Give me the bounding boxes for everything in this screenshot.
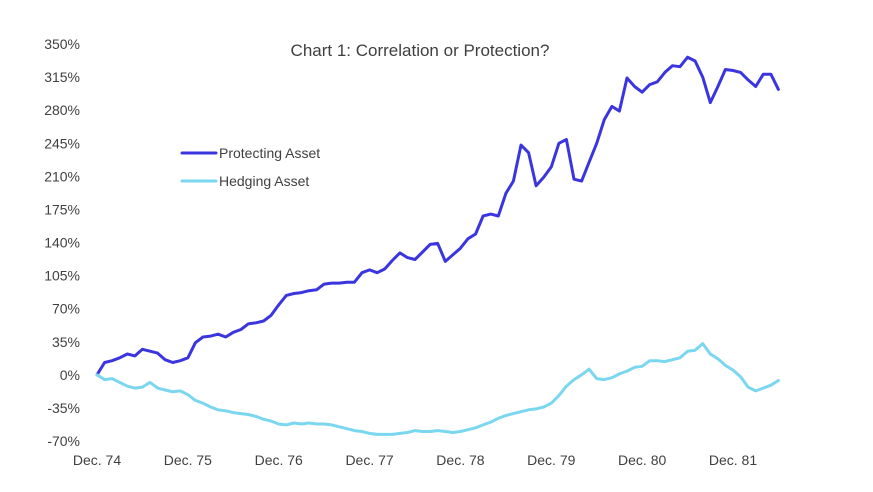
y-tick-label: 0% (60, 367, 80, 383)
x-tick-label: Dec. 78 (436, 452, 484, 468)
y-tick-label: 315% (44, 69, 80, 85)
y-tick-label: 140% (44, 235, 80, 251)
y-tick-label: 70% (52, 301, 80, 317)
x-axis: Dec. 74 Dec. 75 Dec. 76 Dec. 77 Dec. 78 Dec. … (73, 452, 757, 468)
x-tick-label: Dec. 76 (255, 452, 303, 468)
chart-title: Chart 1: Correlation or Protection? (291, 41, 550, 60)
legend-label: Hedging Asset (219, 173, 309, 189)
y-tick-label: -70% (47, 433, 80, 449)
y-tick-label: 210% (44, 168, 80, 184)
legend-label: Protecting Asset (219, 145, 320, 161)
legend: Protecting Asset Hedging Asset (180, 145, 320, 189)
series-line-protecting-asset (95, 55, 780, 377)
series-layer (95, 55, 780, 436)
y-tick-label: 175% (44, 201, 80, 217)
x-tick-label: Dec. 81 (709, 452, 757, 468)
x-tick-label: Dec. 74 (73, 452, 121, 468)
y-axis: 350% 315% 280% 245% 210% 175% 140% 105% 70% 35% 0%… (44, 36, 80, 449)
y-tick-label: -35% (47, 400, 80, 416)
series-line-hedging-asset (95, 342, 780, 436)
y-tick-label: 245% (44, 135, 80, 151)
x-tick-label: Dec. 79 (527, 452, 575, 468)
y-tick-label: 105% (44, 268, 80, 284)
x-tick-label: Dec. 77 (345, 452, 393, 468)
x-tick-label: Dec. 80 (618, 452, 666, 468)
x-tick-label: Dec. 75 (164, 452, 212, 468)
y-tick-label: 35% (52, 334, 80, 350)
y-tick-label: 280% (44, 102, 80, 118)
y-tick-label: 350% (44, 36, 80, 52)
